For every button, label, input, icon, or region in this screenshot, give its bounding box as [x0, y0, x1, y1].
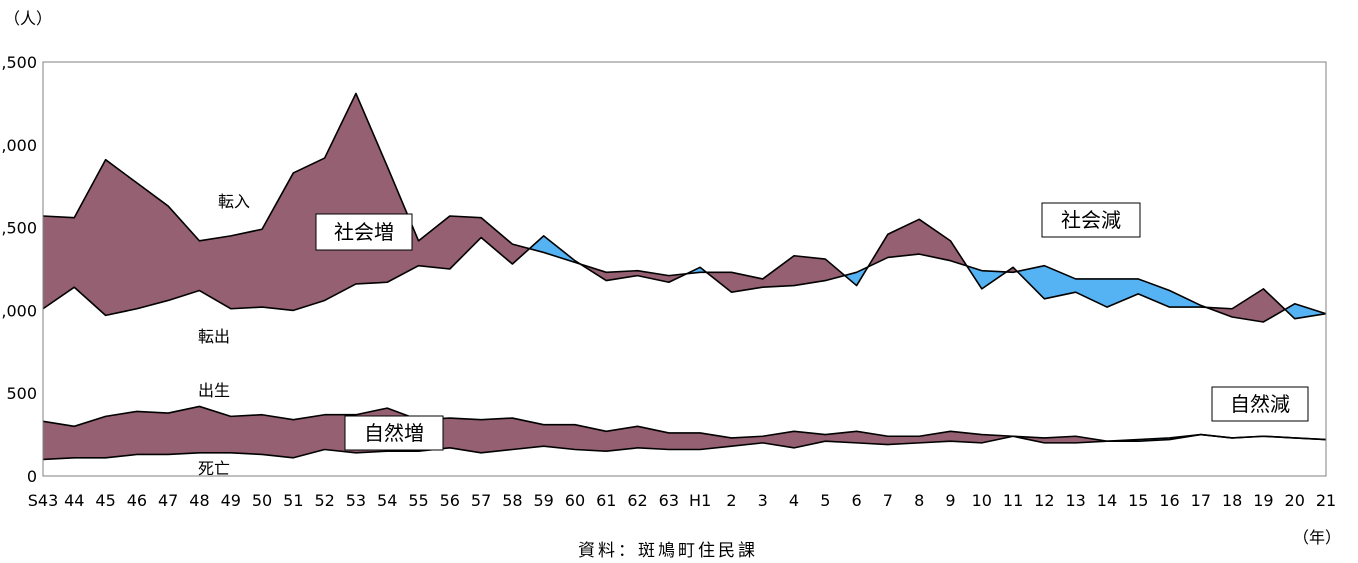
y-tick-label: 1,500 — [0, 219, 37, 238]
box-shakai-zo: 社会増 — [315, 213, 413, 251]
natural-diff-segment — [105, 411, 138, 459]
x-tick-label: 46 — [127, 491, 147, 510]
x-tick-label: 18 — [1222, 491, 1242, 510]
source-label: 資料：斑鳩町住民課 — [578, 541, 758, 561]
label-tenshutsu: 転出 — [198, 327, 230, 346]
natural-diff-segment — [42, 420, 75, 460]
x-tick-label: 56 — [440, 491, 460, 510]
y-tick-label: 2,000 — [0, 136, 37, 155]
x-tick-label: 49 — [221, 491, 241, 510]
x-tick-label: 19 — [1253, 491, 1273, 510]
x-tick-label: 14 — [1097, 491, 1117, 510]
label-shussei: 出生 — [198, 381, 230, 400]
x-tick-label: 57 — [471, 491, 491, 510]
x-tick-label: 53 — [346, 491, 366, 510]
x-tick-label: 4 — [789, 491, 799, 510]
social-diff-segment — [418, 215, 451, 270]
natural-diff-segment — [199, 406, 232, 454]
x-tick-label: 6 — [852, 491, 862, 510]
line-tenshutsu — [42, 235, 1327, 323]
natural-diff-segment — [261, 414, 294, 459]
x-tick-label: 62 — [627, 491, 647, 510]
social-diff-segment — [199, 235, 232, 310]
x-tick-label: 58 — [502, 491, 522, 510]
social-diff-segment — [1137, 278, 1170, 308]
natural-diff-segment — [449, 417, 482, 454]
natural-diff-segment — [512, 417, 544, 450]
x-tick-label: 9 — [945, 491, 955, 510]
y-tick-label: 1,000 — [0, 301, 37, 320]
x-tick-label: 5 — [820, 491, 830, 510]
x-tick-label: 48 — [189, 491, 209, 510]
natural-diff-segment — [543, 424, 576, 450]
label-tennyu: 転入 — [218, 192, 250, 211]
x-tick-label: 54 — [377, 491, 397, 510]
natural-diff-segment — [167, 406, 200, 455]
x-unit-label: （年） — [1293, 528, 1341, 547]
x-tick-label: 51 — [283, 491, 303, 510]
y-tick-label: 500 — [6, 384, 37, 403]
x-tick-label: 7 — [883, 491, 893, 510]
social-diff-segment — [1106, 278, 1139, 308]
label-shibou: 死亡 — [198, 459, 230, 478]
x-tick-label: H1 — [689, 491, 711, 510]
box-shizen-gen: 自然減 — [1211, 386, 1309, 422]
x-tick-label: 3 — [758, 491, 768, 510]
x-tick-label: 59 — [534, 491, 554, 510]
social-diff-segment — [42, 215, 75, 310]
social-diff-segment — [105, 159, 138, 316]
x-tick-label: 13 — [1065, 491, 1085, 510]
x-tick-label: 8 — [914, 491, 924, 510]
y-axis-ticks: 0 500 1,000 1,500 2,000 2,500 — [0, 53, 37, 486]
box-shizen-zo: 自然増 — [344, 415, 444, 451]
x-tick-label: 21 — [1316, 491, 1336, 510]
social-diff-segment — [887, 218, 920, 258]
x-axis-ticks: S43 44 45 46 47 48 49 50 51 52 53 54 55 56 57 58 59 60 61 6… — [28, 491, 1336, 510]
social-diff-segment — [167, 205, 200, 301]
social-diff-segment — [230, 228, 263, 310]
natural-diff-segment — [480, 417, 513, 454]
box-shakai-gen-label: 社会減 — [1061, 208, 1121, 232]
box-shizen-gen-label: 自然減 — [1230, 392, 1290, 416]
x-tick-label: 15 — [1128, 491, 1148, 510]
x-tick-label: 45 — [95, 491, 115, 510]
social-diff-segment — [355, 93, 388, 285]
x-tick-label: 63 — [659, 491, 679, 510]
x-tick-label: 61 — [596, 491, 616, 510]
box-shizen-zo-label: 自然増 — [364, 421, 424, 445]
social-diff-segment — [261, 171, 294, 311]
x-tick-label: 2 — [726, 491, 736, 510]
x-tick-label: 10 — [972, 491, 992, 510]
x-tick-label: 47 — [158, 491, 178, 510]
natural-diff-segment — [136, 411, 169, 455]
y-unit-label: （人） — [4, 9, 52, 28]
social-diff-segment — [1075, 278, 1108, 308]
x-tick-label: 52 — [314, 491, 334, 510]
y-tick-label: 0 — [27, 467, 37, 486]
social-diff-segment — [762, 255, 795, 288]
x-tick-label: 17 — [1191, 491, 1211, 510]
x-tick-label: 60 — [565, 491, 585, 510]
area-fills — [42, 93, 1327, 460]
x-tick-label: 12 — [1034, 491, 1054, 510]
natural-diff-segment — [668, 432, 701, 450]
x-tick-label: 16 — [1159, 491, 1179, 510]
x-tick-label: 50 — [252, 491, 272, 510]
box-shakai-gen: 社会減 — [1041, 202, 1141, 238]
x-tick-label: 55 — [408, 491, 428, 510]
series-lines — [42, 92, 1327, 461]
x-tick-label: 44 — [64, 491, 84, 510]
natural-diff-segment — [230, 414, 263, 455]
plot-frame — [42, 61, 1327, 477]
x-tick-label: S43 — [28, 491, 59, 510]
x-tick-label: 20 — [1285, 491, 1305, 510]
x-tick-label: 11 — [1003, 491, 1023, 510]
y-tick-label: 2,500 — [0, 53, 37, 72]
box-shakai-zo-label: 社会増 — [334, 220, 394, 244]
line-shibou — [42, 433, 1327, 461]
natural-diff-segment — [73, 415, 106, 459]
